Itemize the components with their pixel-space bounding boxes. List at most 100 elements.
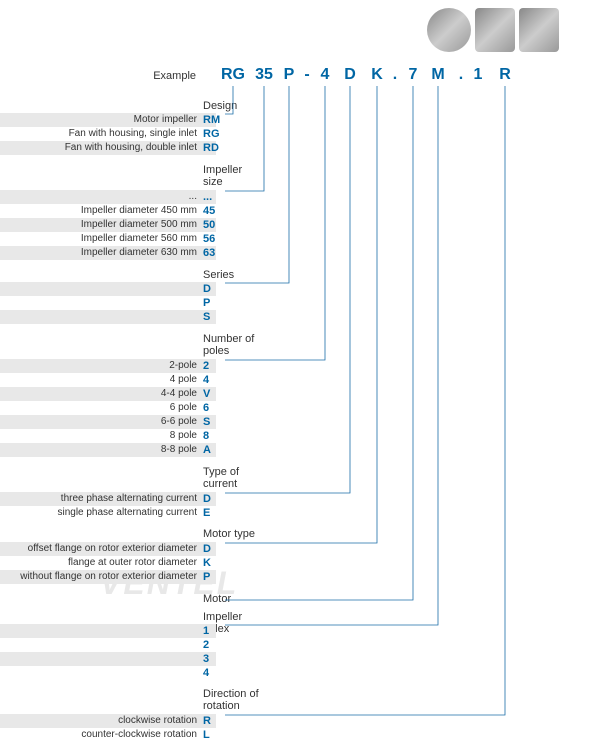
- spec-label: Impeller diameter 450 mm: [0, 204, 197, 218]
- spec-label: Impeller diameter 560 mm: [0, 232, 197, 246]
- spec-code: 8: [203, 429, 209, 443]
- spec-row: offset flange on rotor exterior diameter…: [0, 542, 216, 556]
- spec-code: D: [203, 492, 211, 506]
- example-part: 4: [313, 66, 337, 84]
- spec-label: Impeller diameter 630 mm: [0, 246, 197, 260]
- spec-label: offset flange on rotor exterior diameter: [0, 542, 197, 556]
- spec-code: 45: [203, 204, 215, 218]
- spec-row: 3: [0, 652, 216, 666]
- section-title: Direction of rotation: [203, 688, 263, 712]
- spec-code: L: [203, 728, 210, 742]
- spec-code: D: [203, 542, 211, 556]
- spec-row: 6-6 pole S: [0, 415, 216, 429]
- spec-row: 8-8 pole A: [0, 443, 216, 457]
- spec-row: ......: [0, 190, 216, 204]
- spec-row: 2-pole 2: [0, 359, 216, 373]
- spec-code: 1: [203, 624, 209, 638]
- spec-row: 8 pole 8: [0, 429, 216, 443]
- spec-row: 6 pole 6: [0, 401, 216, 415]
- spec-row: Fan with housing, single inletRG: [0, 127, 216, 141]
- section-title: Design: [203, 100, 263, 112]
- spec-row: P: [0, 296, 216, 310]
- fan-image-2: [475, 8, 515, 52]
- spec-code: 2: [203, 359, 209, 373]
- spec-code: RD: [203, 141, 219, 155]
- spec-row: Impeller diameter 630 mm 63: [0, 246, 216, 260]
- spec-label: three phase alternating current: [0, 492, 197, 506]
- spec-code: R: [203, 714, 211, 728]
- spec-label: counter-clockwise rotation: [0, 728, 197, 742]
- spec-row: counter-clockwise rotation L: [0, 728, 216, 742]
- spec-row: 2: [0, 638, 216, 652]
- spec-code: 50: [203, 218, 215, 232]
- spec-code: V: [203, 387, 210, 401]
- spec-code: 4: [203, 666, 209, 680]
- section-title: Impeller size: [203, 164, 263, 188]
- spec-code: K: [203, 556, 211, 570]
- spec-label: flange at outer rotor diameter: [0, 556, 197, 570]
- spec-row: flange at outer rotor diameter K: [0, 556, 216, 570]
- spec-label: 6 pole: [0, 401, 197, 415]
- spec-code: 2: [203, 638, 209, 652]
- spec-code: D: [203, 282, 211, 296]
- spec-label: single phase alternating current: [0, 506, 197, 520]
- spec-code: S: [203, 310, 210, 324]
- spec-code: E: [203, 506, 210, 520]
- spec-label: 8-8 pole: [0, 443, 197, 457]
- spec-row: Motor impellerRM: [0, 113, 216, 127]
- example-part: 1: [466, 66, 490, 84]
- fan-image-1: [427, 8, 471, 52]
- spec-label: Fan with housing, double inlet: [0, 141, 197, 155]
- spec-row: Impeller diameter 450 mm 45: [0, 204, 216, 218]
- spec-row: 4: [0, 666, 216, 680]
- spec-code: 3: [203, 652, 209, 666]
- spec-row: 4 pole 4: [0, 373, 216, 387]
- spec-code: P: [203, 570, 210, 584]
- spec-label: 2-pole: [0, 359, 197, 373]
- spec-label: 6-6 pole: [0, 415, 197, 429]
- example-part: M: [426, 66, 450, 84]
- example-part: 7: [401, 66, 425, 84]
- spec-row: without flange on rotor exterior diamete…: [0, 570, 216, 584]
- spec-label: Motor impeller: [0, 113, 197, 127]
- spec-label: Impeller diameter 500 mm: [0, 218, 197, 232]
- spec-row: 1: [0, 624, 216, 638]
- example-part: R: [493, 66, 517, 84]
- spec-code: 63: [203, 246, 215, 260]
- spec-row: 4-4 pole V: [0, 387, 216, 401]
- section-title: Number of poles: [203, 333, 263, 357]
- fan-image-3: [519, 8, 559, 52]
- section-title: Motor: [203, 593, 263, 605]
- section-title: Motor type: [203, 528, 263, 540]
- spec-code: 6: [203, 401, 209, 415]
- spec-label: without flange on rotor exterior diamete…: [0, 570, 197, 584]
- spec-label: 4 pole: [0, 373, 197, 387]
- spec-label: ...: [0, 190, 197, 204]
- spec-code: RM: [203, 113, 220, 127]
- spec-row: D: [0, 282, 216, 296]
- section-title: Type of current: [203, 466, 263, 490]
- spec-label: Fan with housing, single inlet: [0, 127, 197, 141]
- spec-row: clockwise rotation R: [0, 714, 216, 728]
- spec-row: Fan with housing, double inlet RD: [0, 141, 216, 155]
- example-label: Example: [141, 70, 196, 82]
- example-part: RG: [221, 66, 245, 84]
- spec-code: RG: [203, 127, 220, 141]
- spec-code: ...: [203, 190, 212, 204]
- spec-row: S: [0, 310, 216, 324]
- spec-code: S: [203, 415, 210, 429]
- example-part: D: [338, 66, 362, 84]
- spec-label: clockwise rotation: [0, 714, 197, 728]
- spec-code: 56: [203, 232, 215, 246]
- spec-code: 4: [203, 373, 209, 387]
- spec-code: A: [203, 443, 211, 457]
- spec-row: Impeller diameter 560 mm 56: [0, 232, 216, 246]
- spec-label: 8 pole: [0, 429, 197, 443]
- spec-code: P: [203, 296, 210, 310]
- spec-row: Impeller diameter 500 mm 50: [0, 218, 216, 232]
- spec-label: 4-4 pole: [0, 387, 197, 401]
- product-images: [427, 8, 559, 52]
- spec-row: three phase alternating current D: [0, 492, 216, 506]
- spec-row: single phase alternating current E: [0, 506, 216, 520]
- example-part: 35: [252, 66, 276, 84]
